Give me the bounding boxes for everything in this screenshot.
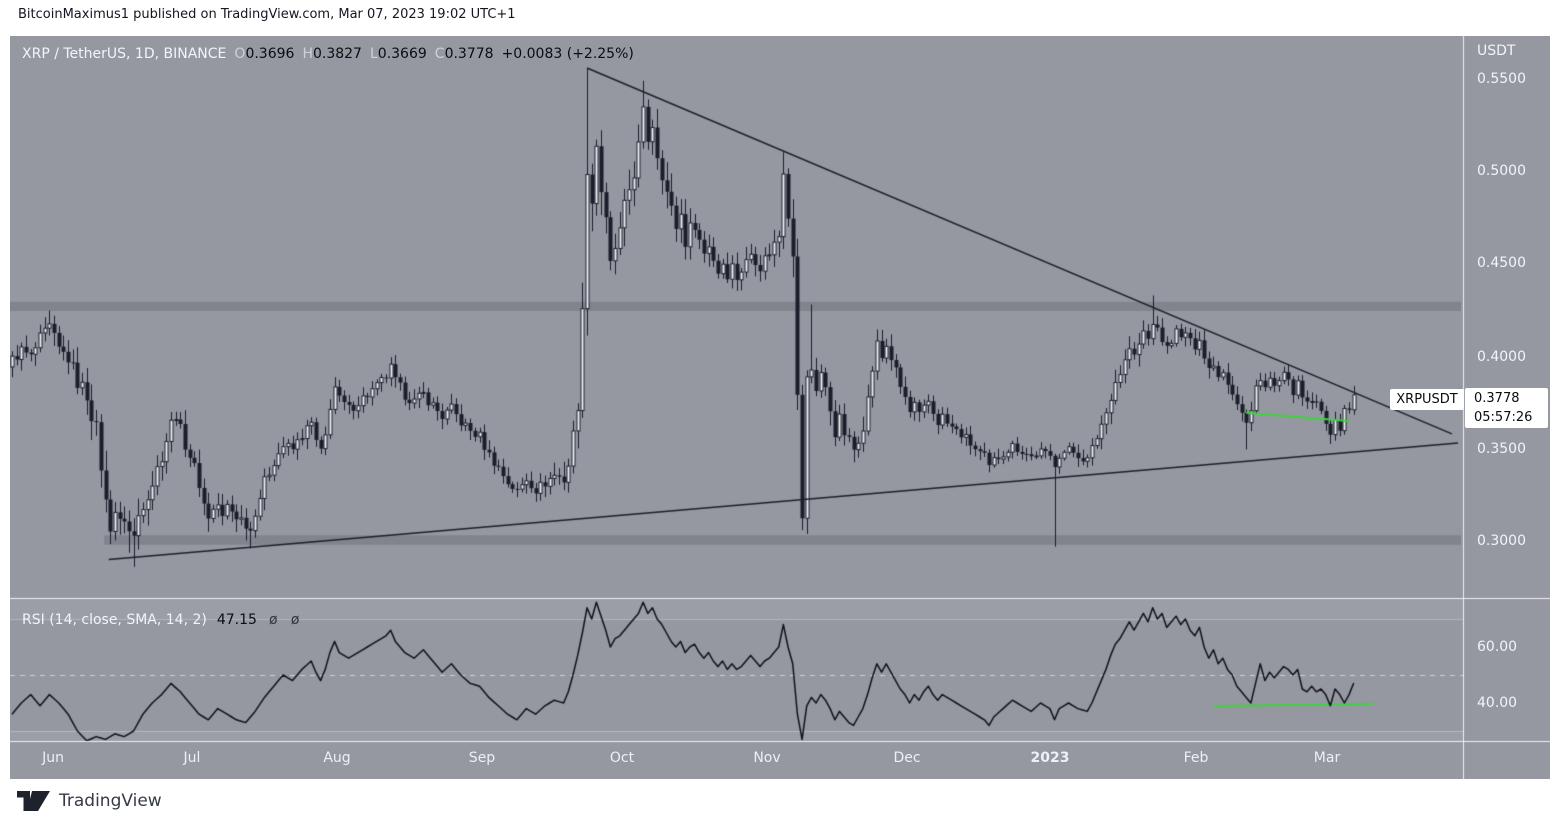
time-axis-label: Jun (42, 750, 64, 766)
rsi-hidden-values: ø ø (268, 612, 300, 628)
rsi-axis-label: 40.00 (1477, 695, 1518, 711)
time-axis-label: Mar (1313, 750, 1341, 766)
bar-countdown: 05:57:26 (1474, 410, 1533, 425)
open-value: 0.3696 (245, 46, 295, 62)
low-label: L (369, 46, 378, 62)
high-label: H (302, 46, 313, 62)
price-axis-label: 0.3500 (1477, 441, 1526, 457)
footer: TradingView (17, 791, 162, 811)
price-axis-currency: USDT (1477, 43, 1516, 59)
chart-legend: XRP / TetherUS, 1D, BINANCE O0.3696 H0.382… (22, 46, 634, 62)
last-price-tag: 0.3778 05:57:26 (1465, 388, 1548, 428)
price-axis-label: 0.5000 (1477, 163, 1526, 179)
tradingview-logo[interactable] (17, 791, 51, 811)
close-value: 0.3778 (444, 46, 494, 62)
time-axis-label: Aug (323, 750, 351, 766)
time-axis-label: Jul (183, 750, 201, 766)
high-value: 0.3827 (312, 46, 362, 62)
chart-region: XRP / TetherUS, 1D, BINANCE O0.3696 H0.382… (10, 36, 1550, 779)
change-value: +0.0083 (+2.25%) (501, 46, 634, 62)
price-axis[interactable]: USDT 0.5500 0.5000 0.4500 0.4000 0.3500 … (1463, 36, 1550, 779)
symbol-title: XRP / TetherUS, 1D, BINANCE (22, 46, 227, 62)
open-label: O (234, 46, 246, 62)
symbol-price-label: XRPUSDT (1390, 389, 1464, 410)
time-axis-label-year: 2023 (1030, 750, 1070, 766)
tradingview-brand[interactable]: TradingView (59, 791, 162, 811)
time-axis-label: Feb (1183, 750, 1209, 766)
rsi-title: RSI (14, close, SMA, 14, 2) (22, 612, 207, 628)
time-axis-label: Nov (753, 750, 781, 766)
price-axis-label: 0.5500 (1477, 71, 1526, 87)
low-value: 0.3669 (377, 46, 427, 62)
time-axis-label: Dec (893, 750, 921, 766)
rsi-legend: RSI (14, close, SMA, 14, 2) 47.15 ø ø (22, 612, 299, 628)
rsi-axis-label: 60.00 (1477, 639, 1518, 655)
price-chart-canvas[interactable] (10, 36, 1550, 779)
time-axis-label: Oct (609, 750, 635, 766)
time-axis-label: Sep (468, 750, 496, 766)
publish-note: BitcoinMaximus1 published on TradingView… (18, 7, 516, 22)
rsi-value: 47.15 (216, 612, 257, 628)
price-axis-label: 0.3000 (1477, 533, 1526, 549)
close-label: C (434, 46, 445, 62)
time-axis[interactable]: Jun Jul Aug Sep Oct Nov Dec 2023 Feb Mar (10, 741, 1463, 779)
last-price: 0.3778 (1474, 391, 1520, 406)
price-axis-label: 0.4500 (1477, 255, 1526, 271)
price-axis-label: 0.4000 (1477, 349, 1526, 365)
